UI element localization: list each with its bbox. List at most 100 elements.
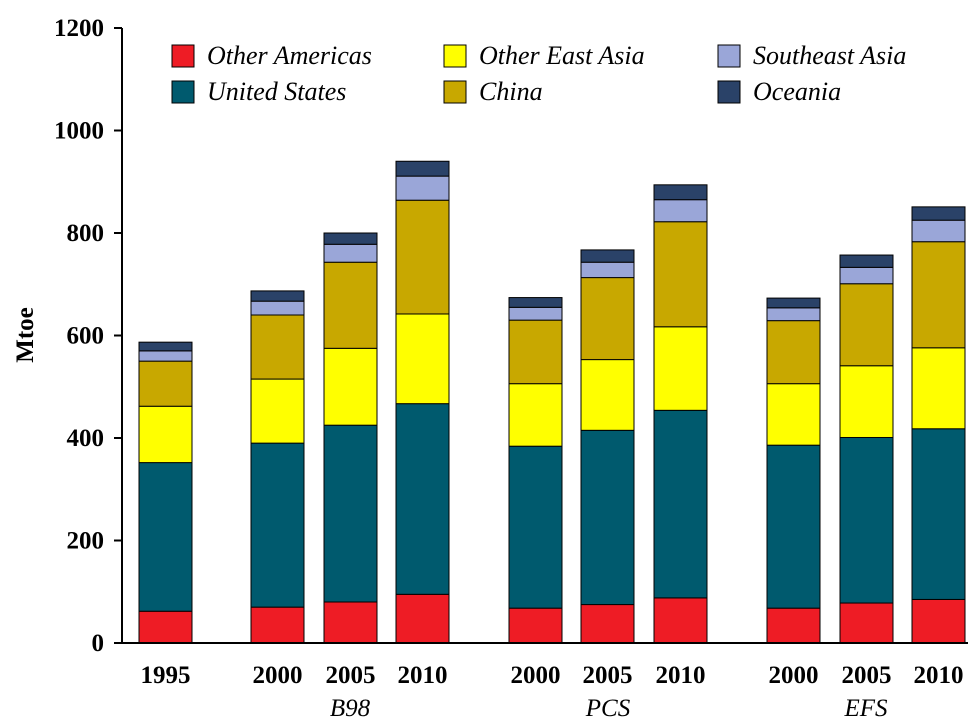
group-label: PCS	[585, 695, 631, 722]
bar-stack	[839, 254, 894, 644]
legend-item: United States	[171, 77, 346, 106]
group-label: EFS	[843, 695, 888, 722]
bar-segment-southeast-asia	[250, 300, 305, 316]
bar-segment-china	[250, 314, 305, 380]
bar-segment-other-americas	[323, 601, 378, 644]
y-axis-ticks: 0 200 400 600 800 1000 1200	[54, 15, 122, 657]
bar-segment-southeast-asia	[395, 175, 450, 201]
legend-label: China	[479, 77, 543, 106]
x-tick-label: 2000	[769, 662, 819, 689]
bar-segment-united-states	[323, 424, 378, 603]
bar-segment-southeast-asia	[653, 199, 708, 223]
bar-segment-southeast-asia	[138, 350, 193, 362]
legend: Other Americas Other East Asia Southeast A…	[171, 41, 906, 106]
x-tick-label: 2000	[511, 662, 561, 689]
bar-segment-oceania	[839, 254, 894, 268]
y-tick-label: 200	[67, 528, 105, 555]
bar-segment-other-americas	[653, 597, 708, 644]
x-tick-label: 2000	[253, 662, 303, 689]
y-axis-title: Mtoe	[12, 307, 39, 363]
bar-segment-other-east-asia	[508, 383, 563, 447]
bar-segment-china	[395, 199, 450, 315]
y-tick-label: 1000	[54, 118, 104, 145]
x-tick-label: 2005	[842, 662, 892, 689]
bar-segment-oceania	[911, 206, 966, 221]
bar-segment-southeast-asia	[580, 261, 635, 279]
bar-segment-other-east-asia	[250, 378, 305, 444]
bar-stack	[580, 249, 635, 644]
bar-segment-united-states	[911, 428, 966, 600]
bar-segment-oceania	[138, 341, 193, 352]
legend-swatch	[443, 44, 467, 68]
bar-segment-other-americas	[250, 606, 305, 644]
bar-segment-china	[839, 283, 894, 367]
bar-stack	[911, 206, 966, 644]
bar-segment-other-americas	[911, 598, 966, 644]
bar-segment-other-americas	[580, 604, 635, 644]
legend-label: Oceania	[753, 77, 841, 106]
bar-segment-united-states	[508, 445, 563, 609]
bar-segment-united-states	[839, 436, 894, 604]
bar-segment-other-east-asia	[323, 347, 378, 426]
bar-segment-oceania	[323, 232, 378, 245]
y-tick-label: 600	[67, 323, 105, 350]
legend-swatch	[717, 80, 741, 104]
bar-segment-other-americas	[839, 602, 894, 644]
group-labels: B98 PCS EFS	[330, 695, 888, 722]
bar-stack	[508, 297, 563, 644]
bar-stack	[653, 184, 708, 644]
x-tick-label: 2010	[914, 662, 964, 689]
bar-segment-oceania	[766, 297, 821, 309]
x-tick-label: 2010	[656, 662, 706, 689]
bar-segment-southeast-asia	[508, 306, 563, 321]
bar-segment-oceania	[508, 297, 563, 308]
bar-segment-china	[911, 241, 966, 349]
bar-segment-oceania	[580, 249, 635, 263]
legend-swatch	[443, 80, 467, 104]
bar-stack	[766, 297, 821, 644]
y-tick-label: 0	[92, 630, 105, 657]
x-axis-labels: 1995 2000 2005 2010 2000 2005 2010 2000 2005 2010	[141, 662, 964, 689]
bar-segment-china	[653, 221, 708, 328]
y-tick-label: 1200	[54, 15, 104, 42]
legend-item: Other East Asia	[443, 41, 645, 70]
bar-segment-china	[138, 360, 193, 407]
bar-segment-other-east-asia	[395, 313, 450, 405]
y-tick-label: 400	[67, 425, 105, 452]
bar-segment-china	[766, 320, 821, 385]
legend-item: Other Americas	[171, 41, 372, 70]
bar-segment-united-states	[580, 429, 635, 606]
bar-segment-other-americas	[508, 607, 563, 644]
bar-segment-united-states	[766, 444, 821, 609]
legend-swatch	[171, 80, 195, 104]
bar-stack	[138, 341, 193, 644]
bar-segment-other-americas	[395, 593, 450, 644]
bars	[138, 160, 966, 644]
legend-item: Southeast Asia	[717, 41, 906, 70]
bar-segment-southeast-asia	[323, 243, 378, 263]
bar-segment-china	[580, 277, 635, 361]
bar-stack	[250, 290, 305, 644]
x-tick-label: 2010	[398, 662, 448, 689]
x-tick-label: 1995	[141, 662, 191, 689]
bar-segment-other-americas	[766, 607, 821, 644]
bar-segment-united-states	[250, 442, 305, 608]
bar-segment-other-east-asia	[653, 326, 708, 411]
bar-segment-southeast-asia	[766, 307, 821, 322]
bar-segment-other-east-asia	[911, 347, 966, 430]
bar-segment-united-states	[395, 403, 450, 595]
bar-segment-other-east-asia	[839, 365, 894, 438]
bar-segment-southeast-asia	[911, 219, 966, 243]
y-tick-label: 800	[67, 220, 105, 247]
legend-swatch	[171, 44, 195, 68]
bar-stack	[395, 160, 450, 644]
legend-label: Southeast Asia	[753, 41, 906, 70]
bar-segment-southeast-asia	[839, 266, 894, 285]
bar-segment-united-states	[138, 462, 193, 612]
bar-segment-oceania	[653, 184, 708, 201]
legend-label: Other Americas	[207, 41, 372, 70]
legend-label: Other East Asia	[479, 41, 645, 70]
legend-item: China	[443, 77, 543, 106]
legend-item: Oceania	[717, 77, 841, 106]
